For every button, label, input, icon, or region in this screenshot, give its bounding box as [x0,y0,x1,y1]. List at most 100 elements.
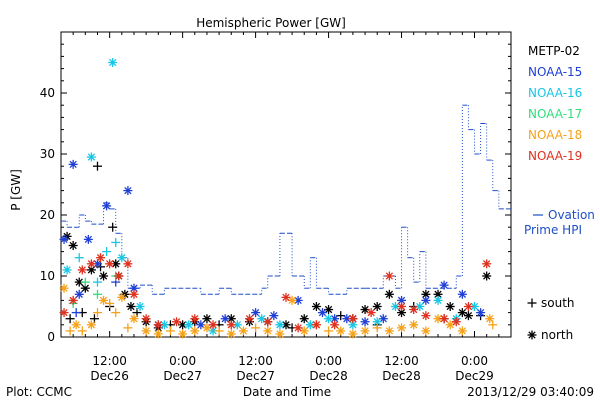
star-stroke [422,327,430,335]
data-point-metp-02-north [86,265,96,275]
footer-timestamp: 2013/12/29 03:40:09 [467,385,594,399]
data-point-noaa-19-north [172,317,182,327]
star-stroke [337,327,345,335]
data-point-noaa-15-north [317,308,327,318]
data-point-noaa-16-north [184,320,194,330]
data-point-noaa-16-south [111,237,121,247]
data-point-noaa-16-north [433,295,443,305]
star-stroke [130,290,138,298]
star-stroke [63,266,71,274]
star-stroke [349,330,357,338]
data-point-noaa-19-north [141,314,151,324]
star-stroke [69,241,77,250]
data-point-noaa-16-north [86,152,96,162]
data-point-noaa-18-north [421,326,431,336]
data-point-metp-02-north [482,271,492,281]
data-point-noaa-19-north [190,314,200,324]
star-stroke [112,260,120,268]
data-point-noaa-19-north [226,320,236,330]
y-tick-label: 0 [47,330,55,344]
star-stroke [410,305,418,314]
star-stroke [434,290,442,298]
star-stroke [99,272,108,280]
star-stroke [105,260,114,268]
legend-entry-metp-02: METP-02 [528,44,580,58]
legend-entry-noaa-15: NOAA-15 [528,65,582,79]
star-stroke [434,315,442,323]
star-stroke [118,293,126,302]
star-stroke [397,296,406,305]
star-stroke [209,327,217,335]
legend-entry-noaa-16: NOAA-16 [528,86,582,100]
star-stroke [458,327,467,335]
star-stroke [264,327,272,335]
data-point-noaa-19-north [263,317,273,327]
x-tick-label-time: 12:00 [92,354,127,368]
data-point-noaa-18-north [336,326,346,336]
data-point-noaa-19-north [77,265,87,275]
star-stroke [160,321,169,329]
x-axis-label: Date and Time [243,385,331,399]
legend-marker-plus [527,298,537,308]
star-stroke [276,330,284,338]
data-point-metp-02-north [126,302,136,311]
plot-area: 01020304012:00Dec260:00Dec2712:00Dec270:… [40,31,512,383]
legend-entry-noaa-17: NOAA-17 [528,107,582,121]
star-stroke [124,186,132,195]
star-stroke [397,302,406,311]
star-stroke [282,293,290,302]
data-point-noaa-18-north [457,326,467,336]
star-stroke [306,321,314,329]
data-point-noaa-18-north [86,320,96,330]
star-stroke [379,315,387,323]
legend: METP-02 NOAA-15 NOAA-16 NOAA-17 NOAA-18 NOAA-… [524,44,595,342]
data-point-noaa-19-north [451,317,461,327]
star-stroke [221,315,229,323]
star-stroke [270,311,278,320]
data-point-noaa-18-north [445,320,455,330]
star-stroke [373,318,381,326]
data-point-noaa-17-south [80,277,90,287]
data-point-noaa-18-south [77,326,87,336]
data-point-noaa-18-south [372,323,382,333]
star-stroke [452,318,460,326]
star-stroke [264,318,272,326]
star-stroke [87,260,96,268]
legend-entry-noaa-18: NOAA-18 [528,128,582,142]
star-stroke [397,308,406,317]
data-point-noaa-19-north [105,259,115,269]
x-tick-label-date: Dec26 [90,369,129,383]
data-point-noaa-16-north [324,314,334,324]
data-point-noaa-19-north [311,320,321,330]
star-stroke [172,318,181,326]
star-stroke [191,327,199,335]
data-point-noaa-18-north [71,320,81,330]
star-stroke [343,315,351,323]
star-stroke [483,272,491,280]
data-point-noaa-18-north [129,314,139,324]
star-stroke [227,330,235,338]
data-point-noaa-15-north [476,308,486,318]
data-point-noaa-19-north [153,320,163,330]
legend-entry-noaa-19: NOAA-19 [528,149,582,163]
data-point-noaa-15-north [397,295,407,305]
data-point-noaa-18-south [165,326,175,336]
footer-plot-credit: Plot: CCMC [6,385,72,399]
data-point-metp-02-north [202,314,212,324]
data-point-noaa-18-south [488,320,498,330]
star-stroke [102,202,111,210]
plot-frame [60,31,512,338]
data-point-metp-02-north [80,283,90,293]
data-point-noaa-15-north [421,295,431,305]
data-point-noaa-18-north [360,326,370,336]
star-stroke [84,235,93,244]
star-stroke [203,315,211,323]
star-stroke [109,58,117,67]
data-point-noaa-19-north [330,320,340,330]
star-stroke [416,302,424,311]
star-stroke [185,321,193,329]
star-stroke [422,290,430,298]
star-stroke [69,160,77,169]
data-point-noaa-15-north [342,314,352,324]
star-stroke [440,315,448,323]
